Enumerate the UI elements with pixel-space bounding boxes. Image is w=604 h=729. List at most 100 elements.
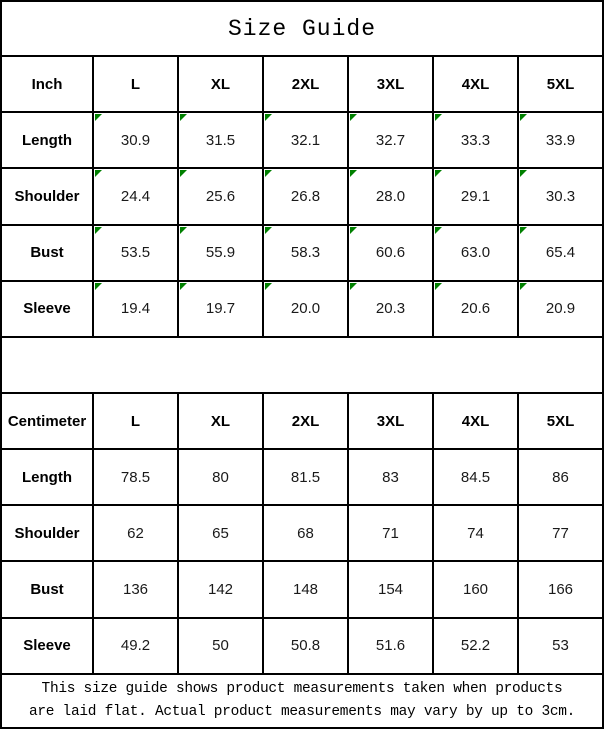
measure-value: 25.6 (177, 167, 264, 226)
cm-header-row: Centimeter L XL 2XL 3XL 4XL 5XL (0, 391, 604, 451)
measure-value: 20.6 (432, 279, 519, 338)
measure-value: 55.9 (177, 223, 264, 282)
green-corner-marker (520, 226, 527, 234)
footnote-row: This size guide shows product measuremen… (0, 672, 604, 729)
measure-value: 80 (177, 448, 264, 507)
measure-value: 58.3 (262, 223, 349, 282)
measure-value: 53 (517, 616, 604, 675)
measure-value: 160 (432, 560, 519, 619)
size-header-cell: XL (177, 391, 264, 451)
measure-value: 148 (262, 560, 349, 619)
measure-label: Bust (0, 560, 94, 619)
measure-value: 83 (347, 448, 434, 507)
table-row: Shoulder 62 65 68 71 74 77 (0, 504, 604, 563)
measure-value: 78.5 (92, 448, 179, 507)
measure-label: Length (0, 111, 94, 170)
green-corner-marker (180, 114, 187, 122)
size-header-cell: L (92, 55, 179, 114)
unit-header-inch: Inch (0, 55, 94, 114)
measure-value: 166 (517, 560, 604, 619)
table-row: Bust 136 142 148 154 160 166 (0, 560, 604, 619)
measure-label: Length (0, 448, 94, 507)
measure-value: 28.0 (347, 167, 434, 226)
measure-value: 52.2 (432, 616, 519, 675)
measure-value: 33.3 (432, 111, 519, 170)
measure-value: 77 (517, 504, 604, 563)
footnote-line2: are laid flat. Actual product measuremen… (28, 703, 576, 720)
green-corner-marker (180, 282, 187, 290)
measure-value: 33.9 (517, 111, 604, 170)
green-corner-marker (95, 226, 102, 234)
green-corner-marker (180, 226, 187, 234)
measure-value: 20.0 (262, 279, 349, 338)
measure-value: 62 (92, 504, 179, 563)
inch-header-row: Inch L XL 2XL 3XL 4XL 5XL (0, 55, 604, 114)
measure-value: 50.8 (262, 616, 349, 675)
measure-value: 49.2 (92, 616, 179, 675)
size-header-cell: 5XL (517, 391, 604, 451)
measure-value: 20.3 (347, 279, 434, 338)
measure-value: 32.1 (262, 111, 349, 170)
measure-value: 29.1 (432, 167, 519, 226)
table-row: Sleeve 19.4 19.7 20.0 20.3 20.6 20.9 (0, 279, 604, 338)
green-corner-marker (350, 114, 357, 122)
size-header-cell: 3XL (347, 55, 434, 114)
measure-label: Shoulder (0, 504, 94, 563)
measure-value: 65 (177, 504, 264, 563)
table-row: Bust 53.5 55.9 58.3 60.6 63.0 65.4 (0, 223, 604, 282)
table-row: Sleeve 49.2 50 50.8 51.6 52.2 53 (0, 616, 604, 675)
measure-value: 51.6 (347, 616, 434, 675)
measure-value: 136 (92, 560, 179, 619)
spacer-cell (0, 335, 604, 394)
green-corner-marker (435, 114, 442, 122)
measure-value: 60.6 (347, 223, 434, 282)
spacer-row (0, 335, 604, 394)
green-corner-marker (265, 114, 272, 122)
size-header-cell: XL (177, 55, 264, 114)
size-header-cell: 2XL (262, 55, 349, 114)
measure-value: 19.4 (92, 279, 179, 338)
measure-value: 20.9 (517, 279, 604, 338)
green-corner-marker (520, 170, 527, 178)
green-corner-marker (435, 282, 442, 290)
footnote: This size guide shows product measuremen… (0, 672, 604, 729)
measure-value: 81.5 (262, 448, 349, 507)
measure-value: 19.7 (177, 279, 264, 338)
measure-value: 26.8 (262, 167, 349, 226)
green-corner-marker (520, 114, 527, 122)
green-corner-marker (265, 170, 272, 178)
measure-value: 50 (177, 616, 264, 675)
measure-value: 31.5 (177, 111, 264, 170)
green-corner-marker (265, 226, 272, 234)
measure-value: 74 (432, 504, 519, 563)
measure-value: 68 (262, 504, 349, 563)
green-corner-marker (95, 282, 102, 290)
green-corner-marker (350, 226, 357, 234)
size-header-cell: 4XL (432, 391, 519, 451)
table-row: Length 30.9 31.5 32.1 32.7 33.3 33.9 (0, 111, 604, 170)
footnote-line1: This size guide shows product measuremen… (41, 680, 563, 697)
measure-value: 32.7 (347, 111, 434, 170)
measure-label: Sleeve (0, 616, 94, 675)
green-corner-marker (350, 170, 357, 178)
measure-label: Sleeve (0, 279, 94, 338)
measure-value: 30.9 (92, 111, 179, 170)
measure-value: 142 (177, 560, 264, 619)
measure-label: Bust (0, 223, 94, 282)
measure-label: Shoulder (0, 167, 94, 226)
measure-value: 30.3 (517, 167, 604, 226)
unit-header-centimeter: Centimeter (0, 391, 94, 451)
measure-value: 84.5 (432, 448, 519, 507)
measure-value: 24.4 (92, 167, 179, 226)
green-corner-marker (265, 282, 272, 290)
green-corner-marker (350, 282, 357, 290)
green-corner-marker (520, 282, 527, 290)
page-title: Size Guide (0, 0, 604, 58)
title-row: Size Guide (0, 0, 604, 58)
green-corner-marker (435, 226, 442, 234)
table-row: Length 78.5 80 81.5 83 84.5 86 (0, 448, 604, 507)
size-header-cell: L (92, 391, 179, 451)
size-header-cell: 3XL (347, 391, 434, 451)
